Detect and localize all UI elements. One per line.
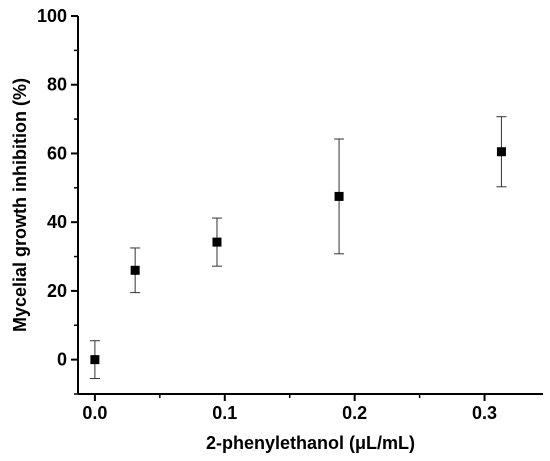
y-tick-label: 0 <box>57 350 67 370</box>
y-tick-label: 60 <box>47 143 67 163</box>
data-point <box>334 191 344 201</box>
y-tick-label: 20 <box>47 281 67 301</box>
y-tick-label: 40 <box>47 212 67 232</box>
data-point <box>90 355 100 365</box>
x-axis-ticks: 0.0 0.1 0.2 0.3 <box>82 394 497 423</box>
y-tick-label: 100 <box>37 6 67 26</box>
data-point <box>130 265 140 275</box>
x-tick-label: 0.2 <box>342 403 367 423</box>
y-axis-title: Mycelial growth inhibition (%) <box>10 78 30 332</box>
data-point <box>496 147 506 157</box>
y-tick-label: 80 <box>47 75 67 95</box>
x-tick-label: 0.1 <box>212 403 237 423</box>
y-axis-ticks: 0 20 40 60 80 100 <box>37 6 78 395</box>
x-axis-title: 2-phenylethanol (μL/mL) <box>206 433 415 453</box>
error-bars <box>89 116 507 380</box>
data-points <box>90 147 506 365</box>
data-point <box>212 237 222 247</box>
x-tick-label: 0.0 <box>82 403 107 423</box>
x-tick-label: 0.3 <box>472 403 497 423</box>
